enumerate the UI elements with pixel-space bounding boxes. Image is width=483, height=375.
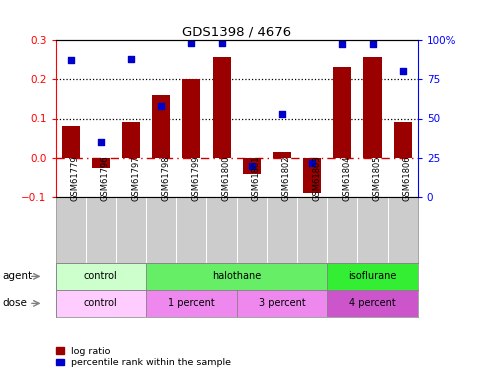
Point bbox=[218, 40, 226, 46]
Point bbox=[97, 139, 105, 145]
Text: GSM61804: GSM61804 bbox=[342, 155, 351, 201]
Point bbox=[127, 56, 135, 62]
Bar bbox=[152, 95, 170, 158]
Text: GSM61796: GSM61796 bbox=[101, 155, 110, 201]
Legend: log ratio, percentile rank within the sample: log ratio, percentile rank within the sa… bbox=[56, 346, 232, 368]
Point bbox=[339, 42, 346, 48]
Text: GSM61799: GSM61799 bbox=[191, 155, 200, 201]
Text: control: control bbox=[84, 298, 118, 308]
Text: halothane: halothane bbox=[212, 272, 261, 281]
Point bbox=[157, 103, 165, 109]
Text: GSM61803: GSM61803 bbox=[312, 155, 321, 201]
Text: 1 percent: 1 percent bbox=[168, 298, 215, 308]
Point bbox=[278, 111, 286, 117]
Text: GSM61797: GSM61797 bbox=[131, 155, 140, 201]
Text: GSM61806: GSM61806 bbox=[403, 155, 412, 201]
Text: control: control bbox=[84, 272, 118, 281]
Text: GSM61801: GSM61801 bbox=[252, 155, 261, 201]
Point bbox=[308, 160, 316, 166]
Point bbox=[369, 42, 376, 48]
Bar bbox=[183, 79, 200, 158]
Bar bbox=[394, 122, 412, 158]
Text: 3 percent: 3 percent bbox=[258, 298, 305, 308]
Bar bbox=[303, 158, 321, 194]
Text: GSM61805: GSM61805 bbox=[372, 155, 382, 201]
Bar bbox=[333, 68, 352, 158]
Bar bbox=[56, 263, 146, 290]
Text: 4 percent: 4 percent bbox=[349, 298, 396, 308]
Text: GSM61779: GSM61779 bbox=[71, 155, 80, 201]
Text: GSM61802: GSM61802 bbox=[282, 155, 291, 201]
Point bbox=[187, 40, 195, 46]
Point bbox=[399, 68, 407, 74]
Point bbox=[67, 57, 74, 63]
Bar bbox=[146, 263, 327, 290]
Bar bbox=[364, 57, 382, 158]
Bar bbox=[92, 158, 110, 168]
Text: isoflurane: isoflurane bbox=[348, 272, 397, 281]
Text: agent: agent bbox=[2, 272, 32, 281]
Text: dose: dose bbox=[2, 298, 28, 308]
Bar bbox=[327, 263, 418, 290]
Bar bbox=[327, 290, 418, 317]
Bar bbox=[273, 152, 291, 158]
Bar bbox=[56, 290, 146, 317]
Bar bbox=[242, 158, 261, 174]
Point bbox=[248, 163, 256, 169]
Bar bbox=[146, 290, 237, 317]
Title: GDS1398 / 4676: GDS1398 / 4676 bbox=[182, 26, 291, 39]
Bar bbox=[62, 126, 80, 158]
Bar bbox=[213, 57, 231, 158]
Bar bbox=[237, 290, 327, 317]
Text: GSM61798: GSM61798 bbox=[161, 155, 170, 201]
Bar bbox=[122, 122, 140, 158]
Text: GSM61800: GSM61800 bbox=[222, 155, 230, 201]
